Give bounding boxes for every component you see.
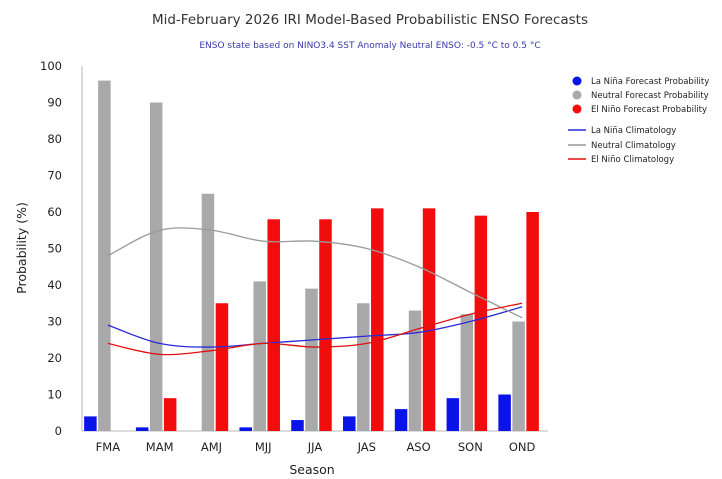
la-nina-forecast-probability-bar-fma [84,416,97,431]
la-nina-forecast-probability-bar-jja [291,420,304,431]
climatology-lines [107,227,523,356]
neutral-forecast-probability-legend-label: Neutral Forecast Probability [591,91,709,101]
el-nino-forecast-probability-bar-mjj [267,219,280,431]
neutral-forecast-probability-bar-jja [305,288,318,431]
y-tick-label: 10 [47,388,62,402]
neutral-forecast-probability-bar-jas [357,303,370,431]
y-tick-label: 40 [47,278,62,292]
y-tick-label: 30 [47,315,62,329]
forecast-bars [84,80,539,431]
neutral-forecast-probability-bar-fma [98,80,111,431]
neutral-forecast-probability-bar-ond [512,321,525,431]
la-nina-forecast-probability-legend-label: La Niña Forecast Probability [591,77,709,87]
el-nino-forecast-probability-bar-ond [526,212,539,431]
y-tick-label: 50 [47,242,62,256]
la-nina-forecast-probability-bar-ond [498,394,511,431]
x-tick-label: JJA [307,440,323,454]
el-nino-forecast-probability-bar-jas [371,208,384,431]
el-nino-forecast-probability-bar-aso [422,208,436,431]
y-tick-label: 80 [47,132,62,146]
la-nina-forecast-probability-legend-swatch [572,76,582,86]
x-tick-label: FMA [96,440,121,454]
x-tick-label: OND [509,440,536,454]
la-nina-climatology-legend-label: La Niña Climatology [591,126,676,136]
neutral-forecast-probability-bar-amj [201,193,215,431]
y-tick-label: 70 [47,169,62,183]
x-tick-label: MAM [146,440,174,454]
el-nino-forecast-probability-bar-jja [319,219,332,431]
la-nina-forecast-probability-bar-mam [135,427,149,431]
chart-subtitle: ENSO state based on NINO3.4 SST Anomaly … [199,41,540,51]
el-nino-climatology-line [107,302,523,356]
el-nino-climatology-legend-label: El Niño Climatology [591,155,674,165]
y-tick-labels: 0 10 20 30 40 50 60 70 80 90 100 [40,59,62,438]
la-nina-forecast-probability-bar-aso [394,409,408,431]
x-tick-label: AMJ [201,440,222,454]
y-tick-label: 0 [55,424,62,438]
el-nino-forecast-probability-bar-son [474,215,488,431]
neutral-climatology-legend-label: Neutral Climatology [591,141,676,151]
x-tick-label: SON [458,440,483,454]
chart-legend: La Niña Forecast Probability Neutral Fore… [568,76,709,165]
chart-title: Mid-February 2026 IRI Model-Based Probab… [152,12,588,28]
x-axis-title: Season [289,462,334,477]
x-tick-label: ASO [406,440,430,454]
neutral-forecast-probability-legend-swatch [572,90,582,100]
la-nina-climatology-line [107,306,523,348]
neutral-forecast-probability-bar-aso [408,310,422,431]
y-tick-label: 90 [47,96,62,110]
y-tick-label: 60 [47,205,62,219]
y-axis-title: Probability (%) [14,202,29,294]
el-nino-forecast-probability-legend-swatch [572,104,582,114]
el-nino-forecast-probability-bar-mam [163,398,177,431]
neutral-forecast-probability-bar-mjj [253,281,266,431]
x-tick-labels: FMA MAM AMJ MJJ JJA JAS ASO SON OND [96,440,536,454]
y-tick-label: 100 [40,59,62,73]
x-tick-label: MJJ [255,440,272,454]
el-nino-forecast-probability-bar-amj [215,303,229,431]
neutral-forecast-probability-bar-son [460,314,474,431]
la-nina-forecast-probability-bar-jas [343,416,356,431]
x-tick-label: JAS [357,440,376,454]
el-nino-forecast-probability-legend-label: El Niño Forecast Probability [591,105,707,115]
la-nina-forecast-probability-bar-son [446,398,460,431]
neutral-forecast-probability-bar-mam [149,102,163,431]
la-nina-forecast-probability-bar-mjj [239,427,252,431]
neutral-climatology-line [107,227,523,319]
y-tick-label: 20 [47,351,62,365]
